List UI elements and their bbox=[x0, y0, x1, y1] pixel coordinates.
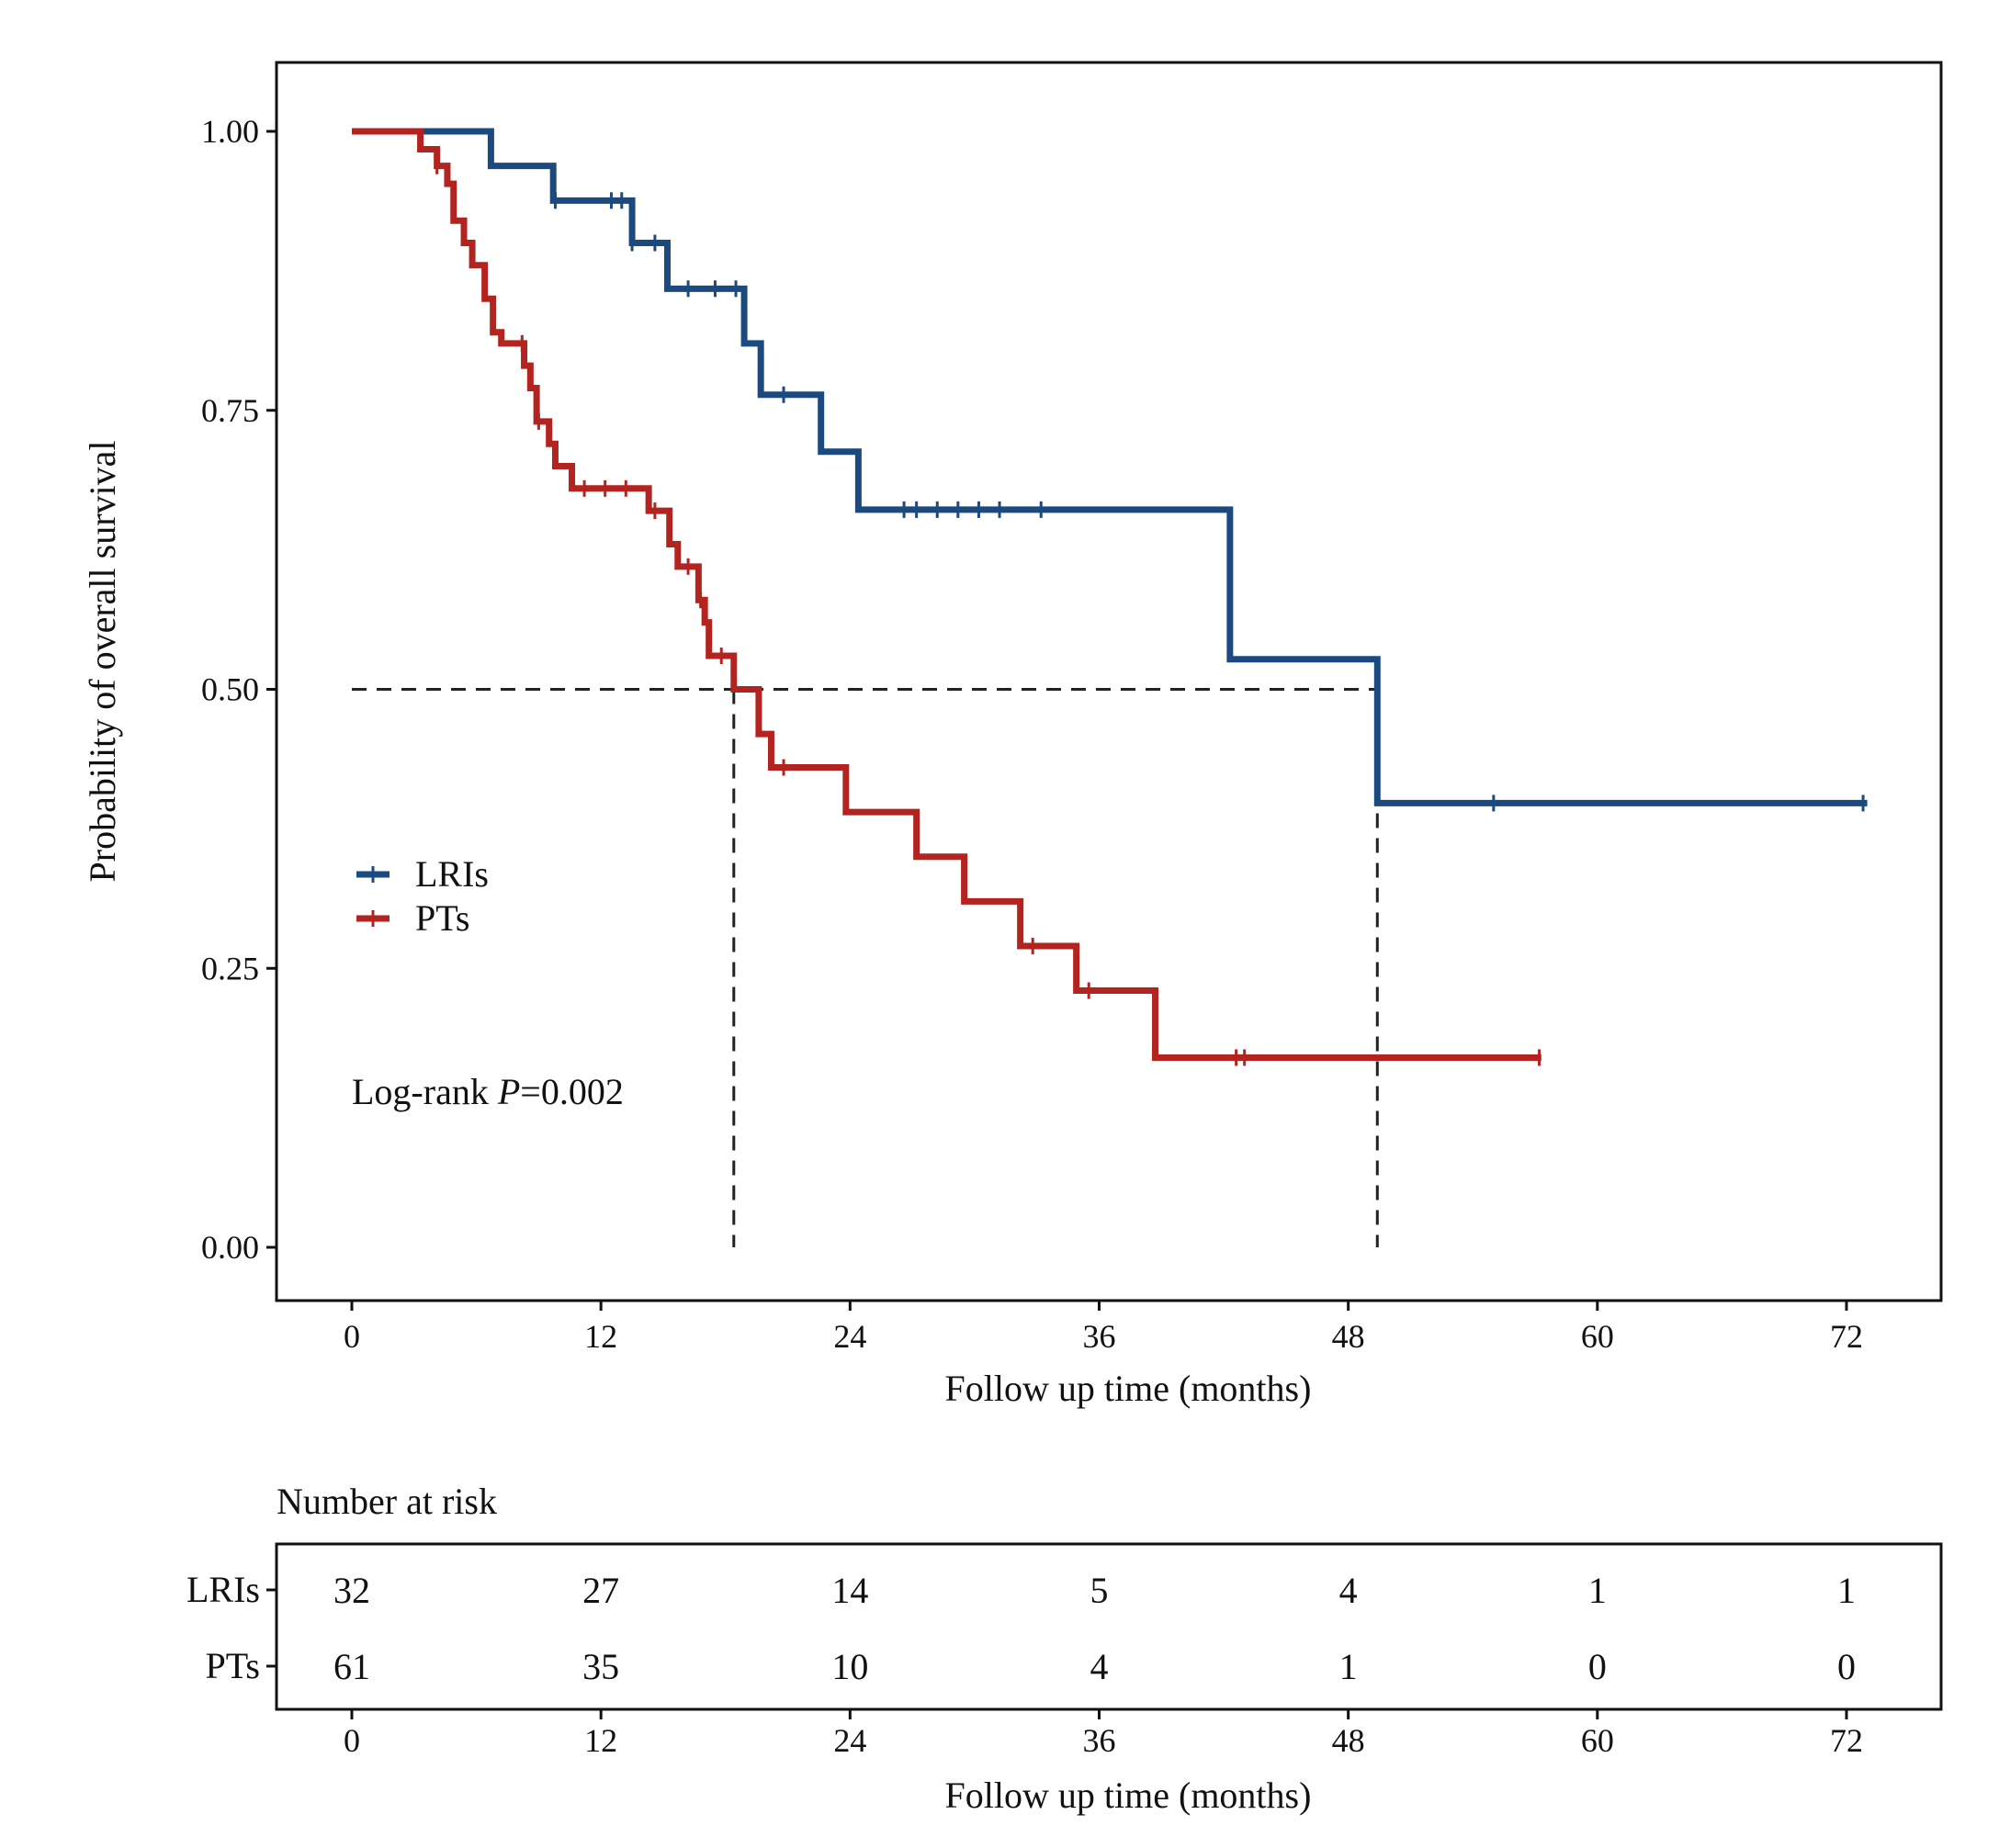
risk-count: 61 bbox=[333, 1646, 370, 1687]
survival-curves bbox=[352, 128, 1868, 1066]
legend-label-lris: LRIs bbox=[415, 853, 489, 895]
risk-row-label: LRIs bbox=[186, 1569, 260, 1610]
survival-line-lris bbox=[352, 128, 1868, 806]
curve-pts bbox=[352, 128, 1541, 1066]
x-tick-label: 24 bbox=[833, 1318, 866, 1355]
y-tick-label: 0.00 bbox=[201, 1229, 259, 1266]
risk-count: 35 bbox=[582, 1646, 619, 1687]
risk-row-label: PTs bbox=[206, 1645, 260, 1686]
y-axis-title: Probability of overall survival bbox=[82, 440, 123, 882]
risk-count: 10 bbox=[831, 1646, 868, 1687]
risk-x-tick-label: 0 bbox=[344, 1722, 360, 1759]
x-tick-label: 12 bbox=[584, 1318, 617, 1355]
plot-panel bbox=[275, 61, 1943, 1302]
survival-line-pts bbox=[352, 128, 1541, 1061]
x-tick-label: 60 bbox=[1581, 1318, 1614, 1355]
y-tick-label: 0.50 bbox=[201, 671, 259, 708]
risk-x-tick-label: 36 bbox=[1083, 1722, 1116, 1759]
x-tick-label: 48 bbox=[1332, 1318, 1365, 1355]
risk-x-tick-label: 24 bbox=[833, 1722, 866, 1759]
risk-count: 4 bbox=[1339, 1570, 1358, 1611]
risk-x-tick-label: 48 bbox=[1332, 1722, 1365, 1759]
risk-table-title: Number at risk bbox=[277, 1481, 497, 1522]
risk-table-panel bbox=[275, 1542, 1943, 1711]
x-tick-label: 36 bbox=[1083, 1318, 1116, 1355]
risk-count: 1 bbox=[1588, 1570, 1607, 1611]
risk-x-tick-label: 12 bbox=[584, 1722, 617, 1759]
legend-label-pts: PTs bbox=[415, 897, 469, 939]
risk-count: 5 bbox=[1090, 1570, 1109, 1611]
risk-count: 0 bbox=[1837, 1646, 1856, 1687]
y-tick-label: 0.25 bbox=[201, 950, 259, 986]
curve-lris bbox=[352, 128, 1868, 812]
risk-x-tick-label: 60 bbox=[1581, 1722, 1614, 1759]
risk-count: 27 bbox=[582, 1570, 619, 1611]
risk-x-tick-label: 72 bbox=[1830, 1722, 1863, 1759]
risk-count: 32 bbox=[333, 1570, 370, 1611]
median-lines bbox=[352, 688, 1379, 1247]
risk-count: 1 bbox=[1339, 1646, 1358, 1687]
risk-count: 4 bbox=[1090, 1646, 1109, 1687]
x-axis-title: Follow up time (months) bbox=[945, 1368, 1312, 1409]
risk-count: 14 bbox=[831, 1570, 868, 1611]
y-axis: 0.00 0.25 0.50 0.75 1.00 bbox=[201, 113, 277, 1266]
risk-count: 0 bbox=[1588, 1646, 1607, 1687]
x-tick-label: 72 bbox=[1830, 1318, 1863, 1355]
risk-count: 1 bbox=[1837, 1570, 1856, 1611]
logrank-annotation: Log-rank P=0.002 bbox=[352, 1071, 624, 1112]
x-axis: 0 12 24 36 48 60 72 bbox=[344, 1301, 1863, 1355]
x-tick-label: 0 bbox=[344, 1318, 360, 1355]
risk-x-axis-title: Follow up time (months) bbox=[945, 1775, 1312, 1816]
y-tick-label: 0.75 bbox=[201, 392, 259, 429]
y-tick-label: 1.00 bbox=[201, 113, 259, 150]
